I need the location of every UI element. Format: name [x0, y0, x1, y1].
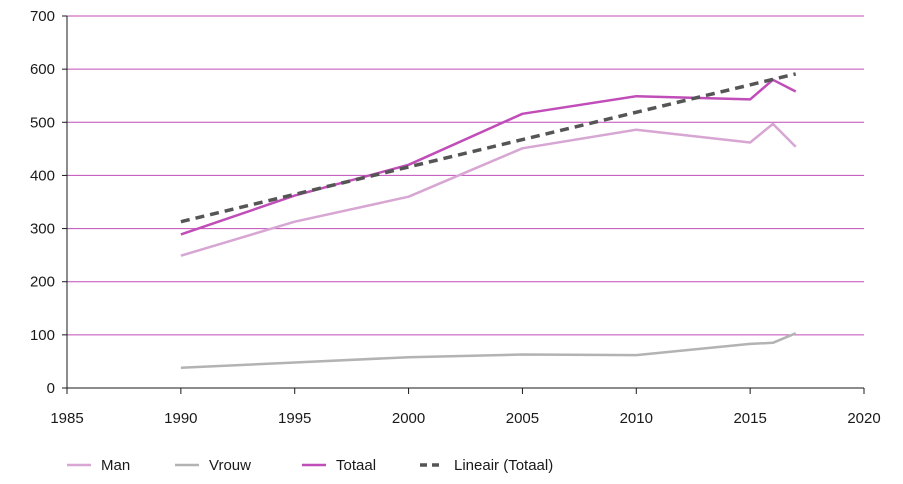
y-tick-label-0: 0 [47, 380, 55, 397]
series-lines [180, 72, 797, 370]
x-tick-label-2005: 2005 [506, 410, 539, 427]
x-tick-label-2015: 2015 [733, 410, 766, 427]
legend-label-man: Man [101, 457, 130, 474]
legend-label-totaal: Totaal [336, 457, 376, 474]
legend-label-lineair-totaal: Lineair (Totaal) [454, 457, 553, 474]
x-tick-labels: 1985 1990 1995 2000 2005 2010 2015 2020 [50, 410, 880, 427]
y-tick-label-400: 400 [30, 167, 55, 184]
x-tick-label-1985: 1985 [50, 410, 83, 427]
x-tick-label-1995: 1995 [278, 410, 311, 427]
x-tick-label-1990: 1990 [164, 410, 197, 427]
y-tick-label-600: 600 [30, 61, 55, 78]
x-tick-label-2020: 2020 [847, 410, 880, 427]
legend-label-vrouw: Vrouw [209, 457, 251, 474]
y-tick-label-200: 200 [30, 274, 55, 291]
y-tick-label-500: 500 [30, 114, 55, 131]
x-tick-label-2010: 2010 [620, 410, 653, 427]
series-line-man [180, 122, 797, 257]
axes [62, 15, 865, 394]
grid-lines [67, 15, 864, 336]
series-line-totaal [180, 78, 797, 236]
series-line-vrouw [180, 332, 797, 370]
legend: Man Vrouw Totaal Lineair (Totaal) [67, 457, 553, 474]
y-tick-label-100: 100 [30, 327, 55, 344]
y-tick-label-700: 700 [30, 8, 55, 25]
series-line-lineair-totaal [180, 72, 797, 224]
y-tick-labels: 0 100 200 300 400 500 600 700 [30, 8, 55, 397]
y-tick-label-300: 300 [30, 221, 55, 238]
x-tick-label-2000: 2000 [392, 410, 425, 427]
